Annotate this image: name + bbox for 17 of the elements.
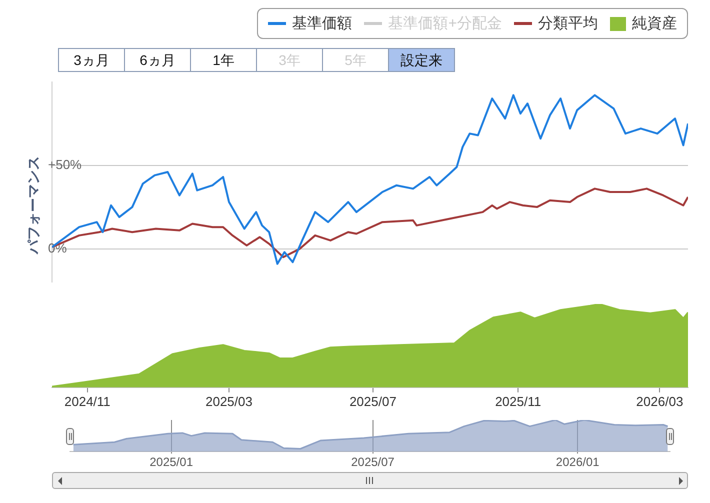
x-tick-label: 2025/07 — [351, 455, 395, 470]
x-tick-label: 2026/01 — [556, 455, 600, 470]
x-tick-label: 2025/03 — [205, 394, 252, 409]
text: 1年 — [190, 48, 257, 72]
x-tick-label: 2024/11 — [64, 394, 110, 409]
legend-label: 純資産 — [632, 14, 677, 33]
x-tick-label: 2025/07 — [349, 394, 396, 409]
y-axis-title: パフォーマンス — [25, 156, 42, 254]
text: 6ヵ月 — [124, 48, 191, 72]
x-tick-label: 2026/03 — [636, 394, 684, 409]
x-tick-label: 2025/01 — [150, 455, 194, 470]
y-tick-label: +50% — [48, 156, 82, 172]
x-tick-label: 2025/11 — [495, 394, 542, 409]
text: 設定来 — [388, 48, 455, 72]
text: 3ヵ月 — [58, 48, 125, 72]
legend-label: 基準価額 — [292, 14, 352, 33]
legend-label: 分類平均 — [538, 14, 598, 33]
